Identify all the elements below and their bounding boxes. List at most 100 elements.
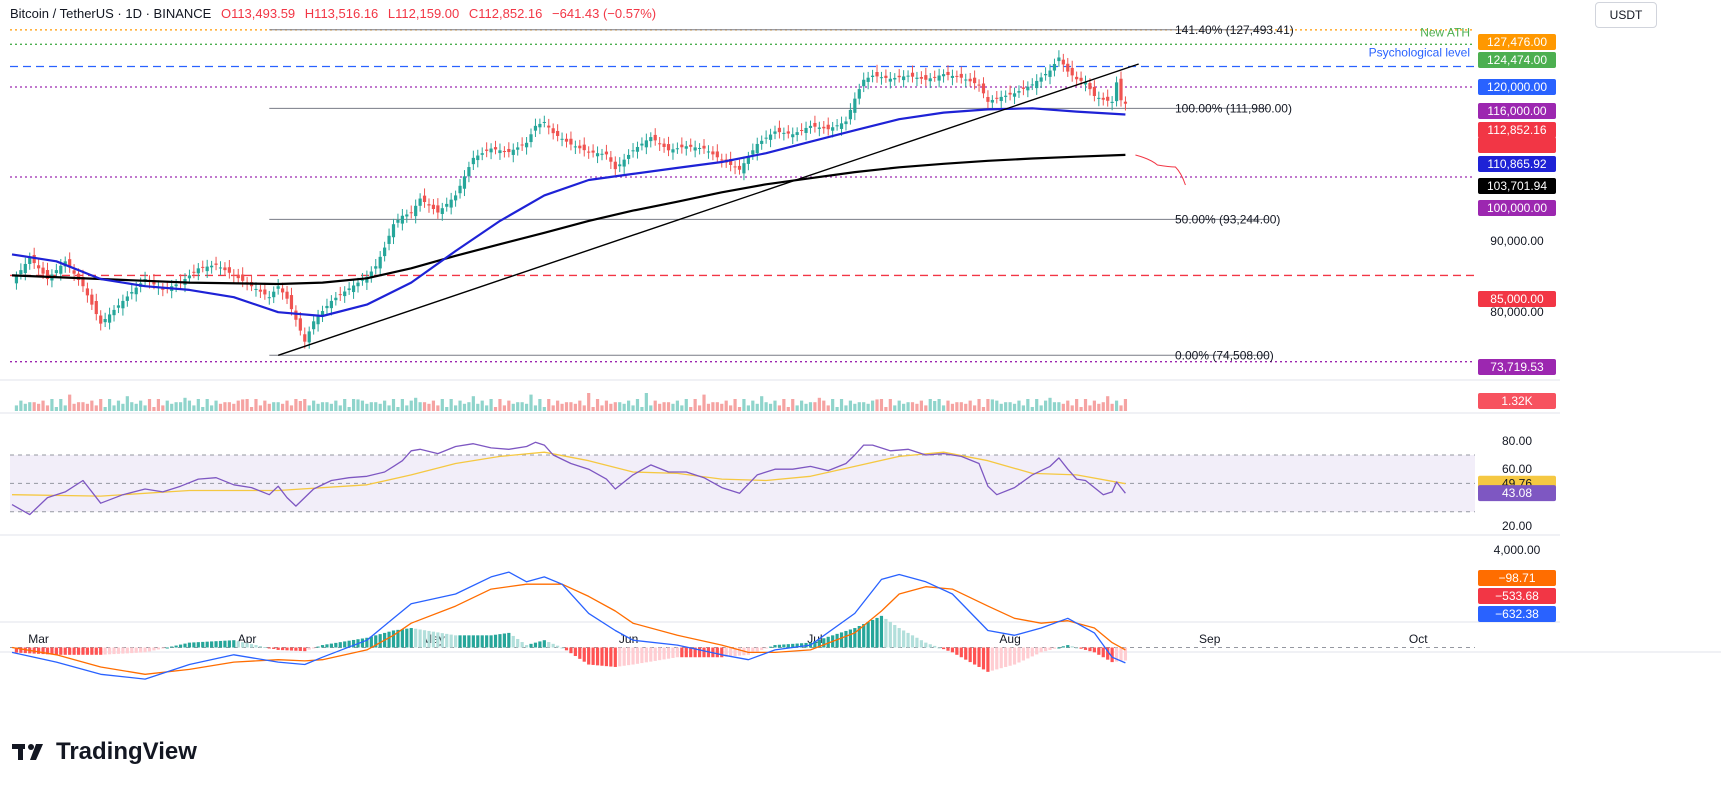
macd-histogram-bar [600, 647, 604, 666]
candle [524, 142, 529, 148]
macd-histogram-bar [578, 647, 582, 659]
candle [210, 265, 214, 268]
volume-bar [902, 403, 906, 411]
tradingview-logo[interactable]: TradingView [12, 738, 197, 766]
macd-histogram-bar [893, 624, 897, 648]
volume-bar [400, 399, 404, 411]
volume-bar [990, 399, 994, 411]
volume-bar [808, 402, 813, 411]
rsi-axis-tick: 80.00 [1502, 434, 1532, 448]
currency-button[interactable]: USDT [1595, 2, 1657, 28]
candle [467, 167, 471, 177]
volume-bar [218, 403, 223, 411]
candle [489, 148, 493, 153]
macd-histogram-bar [14, 647, 19, 653]
volume-bar [276, 402, 280, 411]
candle [955, 75, 959, 77]
macd-histogram-bar [746, 647, 750, 655]
candle [325, 305, 329, 309]
volume-bar [919, 400, 923, 411]
macd-histogram-bar [507, 632, 511, 648]
candle [1088, 83, 1092, 90]
volume-bar [192, 405, 196, 411]
fib-level-label: 141.40% (127,493.41) [1175, 23, 1294, 37]
candle [272, 291, 276, 298]
volume-bar [755, 403, 759, 411]
volume-bar [959, 402, 963, 411]
volume-bar [573, 403, 577, 411]
volume-bar [285, 400, 289, 411]
macd-histogram-bar [564, 647, 569, 651]
macd-histogram-bar [662, 647, 666, 660]
macd-histogram-bar [902, 630, 906, 648]
candle [1110, 101, 1114, 103]
macd-histogram-bar [1119, 647, 1123, 662]
macd-histogram-bar [906, 632, 910, 648]
macd-histogram-bar [431, 631, 436, 648]
volume-bar [445, 407, 449, 411]
candle [795, 132, 799, 136]
volume-bar [533, 405, 538, 411]
volume-bar [1061, 403, 1065, 411]
volume-bar [462, 403, 467, 411]
volume-bar [897, 400, 901, 411]
candle [343, 291, 347, 297]
volume-bar [258, 405, 263, 411]
candle [112, 309, 116, 316]
candle [959, 73, 963, 78]
macd-histogram-bar [813, 641, 817, 648]
macd-histogram-bar [928, 644, 932, 648]
candle [653, 134, 657, 141]
candle [937, 75, 941, 81]
macd-histogram-bar [835, 633, 839, 648]
candle [502, 151, 506, 153]
symbol-title[interactable]: Bitcoin / TetherUS · 1D · BINANCE [10, 6, 212, 21]
macd-histogram-bar [405, 628, 409, 648]
volume-bar [631, 405, 635, 411]
candle [369, 271, 373, 277]
volume-bar [369, 402, 373, 411]
candle [786, 131, 790, 134]
candle [689, 144, 693, 147]
symbol-header: Bitcoin / TetherUS · 1D · BINANCE O113,4… [10, 6, 662, 21]
macd-histogram-bar [236, 641, 240, 648]
volume-bar [937, 399, 941, 411]
candle [320, 311, 325, 317]
macd-histogram-bar [1092, 647, 1096, 653]
volume-bar [1004, 402, 1008, 411]
candle [19, 270, 23, 275]
x-axis-tick: Sep [1199, 632, 1221, 646]
macd-histogram-bar [214, 641, 218, 648]
macd-histogram-bar [1052, 647, 1057, 649]
ma200-line [11, 153, 1126, 286]
macd-histogram-bar [959, 647, 963, 658]
volume-bar [844, 405, 848, 411]
rsi-ma-line [11, 451, 1126, 497]
volume-bar [214, 400, 218, 411]
volume-bar [147, 399, 152, 411]
countdown-bg [1478, 137, 1556, 153]
volume-bar [627, 400, 631, 411]
candle [764, 137, 768, 139]
candle [706, 151, 711, 153]
volume-bar [1066, 400, 1070, 411]
macd-histogram-bar [192, 642, 196, 648]
candle [414, 205, 418, 217]
candle [808, 125, 813, 128]
volume-bar [365, 403, 369, 411]
candle [45, 270, 50, 280]
candle [560, 138, 564, 140]
candle [737, 165, 742, 170]
volume-bar [649, 405, 653, 411]
macd-histogram-bar [343, 641, 347, 648]
candle [125, 296, 129, 301]
candle [431, 204, 436, 209]
macd-histogram-bar [37, 647, 41, 654]
volume-bar [706, 403, 711, 411]
rsi-line [11, 441, 1126, 516]
candle [218, 267, 223, 269]
volume-bar [1008, 402, 1012, 411]
volume-bar [986, 399, 990, 411]
macd-histogram-bar [147, 647, 152, 652]
